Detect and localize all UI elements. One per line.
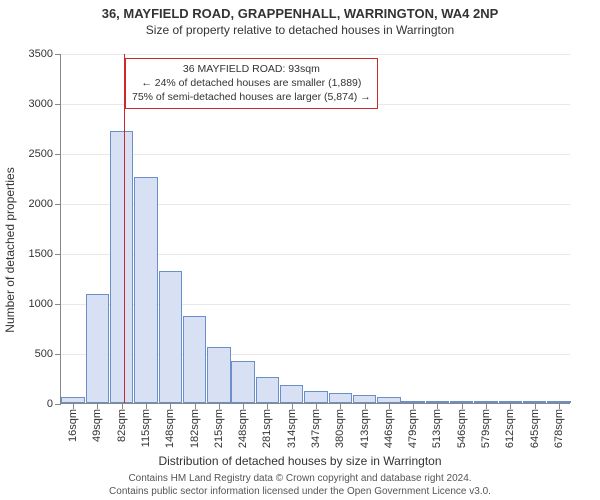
x-tick-label: 446sqm xyxy=(383,409,395,448)
chart-container: 36, MAYFIELD ROAD, GRAPPENHALL, WARRINGT… xyxy=(0,0,600,500)
x-tick-label: 115sqm xyxy=(140,409,152,447)
y-tick xyxy=(55,304,61,305)
chart-area: 050010001500200025003000350016sqm49sqm82… xyxy=(60,54,570,404)
histogram-bar xyxy=(304,391,327,403)
page-title: 36, MAYFIELD ROAD, GRAPPENHALL, WARRINGT… xyxy=(0,0,600,21)
footer-line-2: Contains public sector information licen… xyxy=(0,485,600,498)
x-tick-label: 82sqm xyxy=(116,409,128,442)
callout-line: 36 MAYFIELD ROAD: 93sqm xyxy=(132,62,371,76)
histogram-bar xyxy=(134,177,157,403)
y-tick-label: 2000 xyxy=(29,198,53,210)
x-tick-label: 314sqm xyxy=(286,409,298,448)
y-axis-title: Number of detached properties xyxy=(3,85,17,250)
x-tick-label: 479sqm xyxy=(407,409,419,448)
y-tick-label: 3000 xyxy=(29,98,53,110)
x-tick-label: 49sqm xyxy=(91,409,103,442)
y-tick-label: 3500 xyxy=(29,48,53,60)
x-tick-label: 579sqm xyxy=(480,409,492,448)
histogram-bar xyxy=(353,395,376,403)
x-tick-label: 413sqm xyxy=(359,409,371,448)
callout-line: ← 24% of detached houses are smaller (1,… xyxy=(132,76,371,90)
histogram-bar xyxy=(256,377,279,403)
x-tick-label: 215sqm xyxy=(213,409,225,448)
histogram-bar xyxy=(183,316,206,403)
footer: Contains HM Land Registry data © Crown c… xyxy=(0,472,600,498)
histogram-bar xyxy=(207,347,230,403)
x-tick-label: 645sqm xyxy=(529,409,541,448)
callout-box: 36 MAYFIELD ROAD: 93sqm← 24% of detached… xyxy=(125,58,378,109)
histogram-bar xyxy=(231,361,254,403)
histogram-bar xyxy=(159,271,182,403)
x-tick-label: 612sqm xyxy=(504,409,516,448)
histogram-bar xyxy=(86,294,109,403)
x-axis-title: Distribution of detached houses by size … xyxy=(0,454,600,468)
y-tick-label: 2500 xyxy=(29,148,53,160)
histogram-bar xyxy=(329,393,352,403)
plot-region: 050010001500200025003000350016sqm49sqm82… xyxy=(60,54,570,404)
callout-line: 75% of semi-detached houses are larger (… xyxy=(132,90,371,104)
histogram-bar xyxy=(280,385,303,403)
y-tick-label: 0 xyxy=(47,398,53,410)
page-subtitle: Size of property relative to detached ho… xyxy=(0,21,600,37)
y-tick xyxy=(55,154,61,155)
grid-line xyxy=(61,54,570,55)
grid-line xyxy=(61,154,570,155)
y-tick xyxy=(55,404,61,405)
y-tick xyxy=(55,204,61,205)
y-tick xyxy=(55,54,61,55)
y-tick-label: 1500 xyxy=(29,248,53,260)
x-tick-label: 347sqm xyxy=(310,409,322,448)
y-tick-label: 500 xyxy=(35,348,53,360)
x-tick-label: 380sqm xyxy=(334,409,346,448)
x-tick-label: 513sqm xyxy=(431,409,443,448)
y-tick xyxy=(55,104,61,105)
y-tick xyxy=(55,254,61,255)
y-tick-label: 1000 xyxy=(29,298,53,310)
x-tick-label: 182sqm xyxy=(189,409,201,448)
x-tick-label: 148sqm xyxy=(164,409,176,448)
histogram-bar xyxy=(110,131,133,403)
x-tick-label: 248sqm xyxy=(237,409,249,448)
x-tick-label: 281sqm xyxy=(261,409,273,448)
footer-line-1: Contains HM Land Registry data © Crown c… xyxy=(0,472,600,485)
x-tick-label: 16sqm xyxy=(67,409,79,442)
y-tick xyxy=(55,354,61,355)
x-tick-label: 546sqm xyxy=(456,409,468,448)
x-tick-label: 678sqm xyxy=(553,409,565,448)
